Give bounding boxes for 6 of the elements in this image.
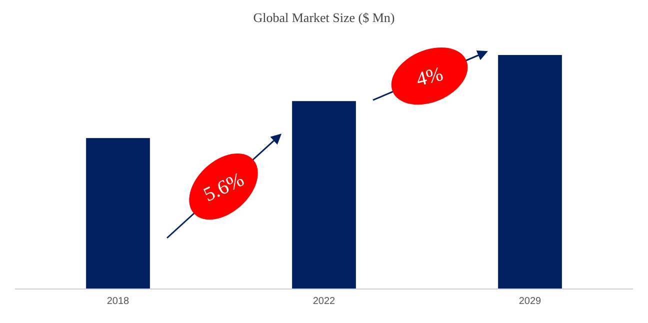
chart-title: Global Market Size ($ Mn) (253, 10, 395, 25)
x-tick-label: 2018 (106, 296, 130, 308)
annotation: 5.6% (200, 168, 248, 206)
annotation: 4% (414, 63, 446, 91)
x-tick-label: 2029 (518, 296, 542, 308)
x-tick-label: 2022 (312, 296, 336, 308)
